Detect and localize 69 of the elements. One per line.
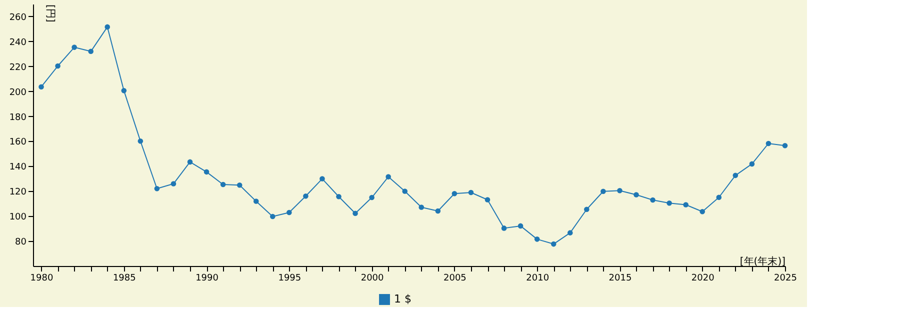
point — [666, 200, 672, 206]
x-tick-label: 2020 — [691, 274, 715, 284]
point — [204, 169, 210, 175]
point — [550, 241, 556, 247]
y-tick-label: 220 — [9, 62, 27, 73]
point — [104, 24, 110, 30]
point — [253, 198, 259, 204]
x-axis-title: [年(年末)] — [740, 256, 786, 268]
y-tick-label: 180 — [9, 112, 27, 123]
point — [634, 192, 639, 198]
x-tick-label: 2025 — [774, 274, 797, 284]
point — [683, 202, 688, 208]
x-tick-label: 2015 — [608, 274, 632, 284]
point — [187, 159, 193, 165]
x-tick-label: 2005 — [443, 274, 466, 284]
point — [468, 190, 474, 196]
y-axis-title: [円] — [44, 4, 56, 22]
point — [452, 190, 458, 196]
y-tick-label: 240 — [9, 38, 27, 48]
y-tick-label: 260 — [9, 12, 27, 23]
point — [484, 197, 490, 202]
x-tick-label: 1985 — [112, 274, 136, 284]
y-tick-label: 140 — [9, 162, 27, 173]
point — [121, 88, 127, 94]
point — [270, 214, 276, 220]
point — [518, 223, 524, 229]
y-tick-label: 200 — [9, 88, 27, 98]
y-tick-label: 120 — [9, 188, 27, 198]
point — [650, 197, 656, 203]
point — [386, 174, 391, 180]
point — [72, 44, 77, 50]
point — [369, 194, 374, 200]
point — [402, 188, 408, 194]
point — [567, 230, 573, 236]
x-tick-label: 1995 — [278, 274, 302, 284]
x-tick-label: 2000 — [360, 274, 384, 284]
y-tick-label: 100 — [9, 212, 27, 223]
point — [435, 208, 441, 214]
legend-label: 1 $ — [394, 292, 412, 306]
point — [782, 142, 788, 148]
point — [617, 188, 622, 194]
point — [170, 181, 176, 186]
x-tick-label: 1990 — [196, 274, 219, 284]
point — [716, 194, 722, 200]
x-tick-label: 2010 — [526, 274, 550, 284]
point — [766, 140, 772, 146]
point — [55, 63, 60, 69]
point — [600, 188, 606, 194]
y-tick-label: 80 — [15, 238, 27, 248]
point — [584, 206, 590, 212]
point — [220, 182, 226, 188]
point — [88, 48, 94, 54]
point — [700, 208, 706, 214]
point — [732, 172, 738, 178]
point — [352, 210, 358, 216]
point — [154, 186, 160, 192]
point — [534, 236, 540, 242]
point — [501, 226, 507, 231]
point — [336, 194, 342, 200]
y-tick-label: 160 — [9, 138, 27, 148]
point — [286, 210, 292, 216]
point — [418, 204, 424, 210]
point — [749, 161, 755, 167]
point — [303, 193, 308, 199]
point — [138, 138, 144, 144]
x-tick-label: 1980 — [30, 274, 54, 284]
point — [38, 84, 44, 90]
point — [320, 176, 325, 182]
point — [236, 182, 242, 188]
